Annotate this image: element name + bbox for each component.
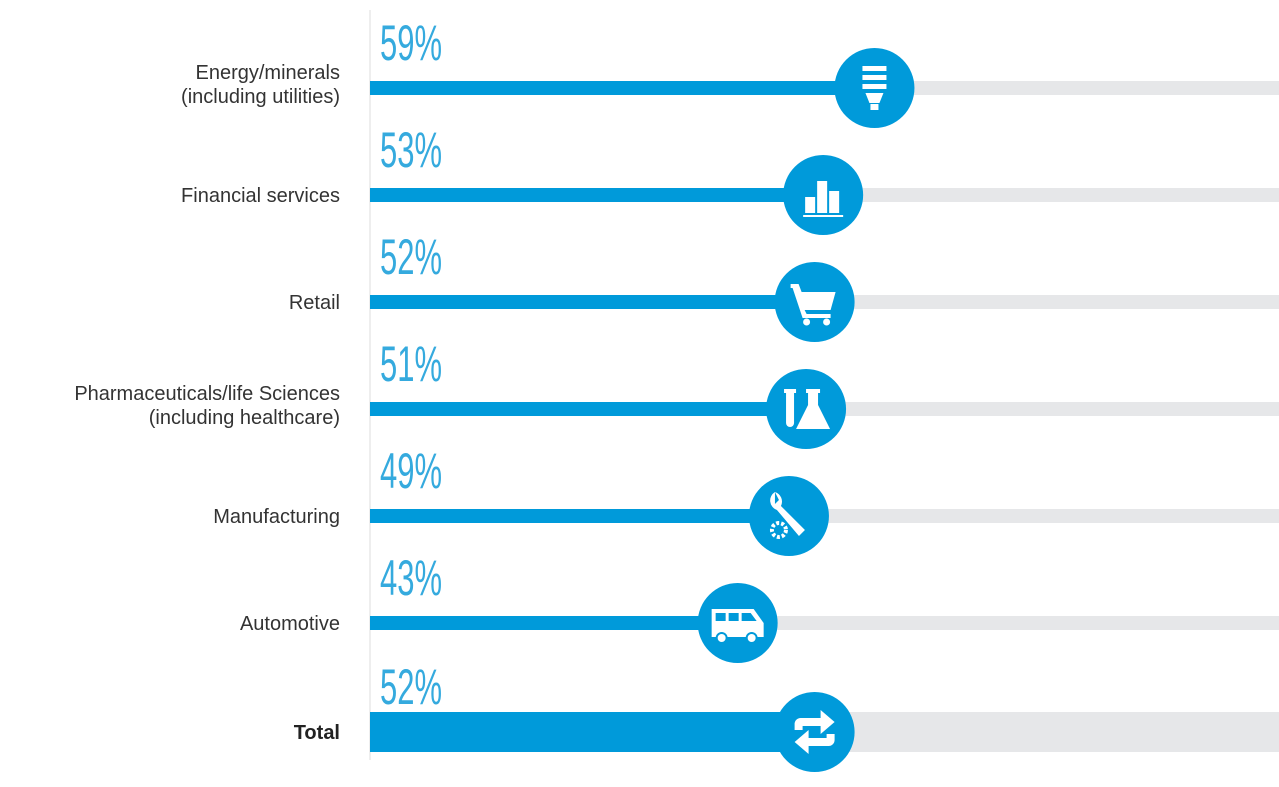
- value-label: 52%: [380, 658, 442, 714]
- icon-group: [711, 609, 764, 644]
- value-label: 52%: [380, 228, 442, 284]
- bar: [370, 188, 824, 202]
- category-label: Energy/minerals (including utilities): [181, 62, 340, 108]
- icon: [862, 66, 887, 110]
- category-label-line: Financial services: [181, 185, 340, 207]
- category-label-line: Retail: [289, 292, 340, 314]
- value-label: 49%: [380, 442, 442, 498]
- category-label-line: Automotive: [240, 613, 340, 635]
- category-label: Financial services: [181, 185, 340, 207]
- category-label: Retail: [289, 292, 340, 314]
- value-label: 43%: [380, 549, 442, 605]
- icon: [784, 389, 831, 429]
- icon-group: [794, 710, 835, 754]
- bar: [370, 295, 815, 309]
- icon: [715, 613, 757, 621]
- icon-group: [803, 181, 844, 217]
- bar: [370, 402, 807, 416]
- category-label: Automotive: [240, 613, 340, 635]
- icon: [745, 632, 758, 644]
- bar: [370, 81, 875, 95]
- icon-group: [862, 66, 887, 110]
- icon: [803, 181, 844, 217]
- icon-group: [790, 284, 836, 326]
- category-label-line: Total: [294, 722, 340, 744]
- icon: [770, 492, 805, 536]
- bar: [370, 712, 815, 752]
- category-label-line: Pharmaceuticals/life Sciences: [74, 383, 340, 405]
- category-label: Manufacturing: [213, 506, 340, 528]
- icon: [715, 632, 728, 644]
- category-label-line: (including healthcare): [149, 407, 340, 429]
- icon-group: [784, 389, 831, 429]
- category-label: Pharmaceuticals/life Sciences (including …: [74, 383, 340, 429]
- icon: [823, 318, 831, 326]
- bar: [370, 509, 789, 523]
- icon: [769, 521, 788, 539]
- bar-end-circle: [774, 692, 855, 772]
- icon: [790, 284, 836, 318]
- category-label: Total: [294, 722, 340, 744]
- value-label: 51%: [380, 335, 442, 391]
- category-label-line: Energy/minerals: [195, 62, 340, 84]
- category-label-line: Manufacturing: [213, 506, 340, 528]
- bar: [370, 616, 738, 630]
- icon: [794, 710, 835, 754]
- value-label: 53%: [380, 121, 442, 177]
- icon-group: [769, 492, 805, 539]
- category-label-line: (including utilities): [181, 86, 340, 108]
- value-label: 59%: [380, 14, 442, 70]
- icon: [803, 318, 811, 326]
